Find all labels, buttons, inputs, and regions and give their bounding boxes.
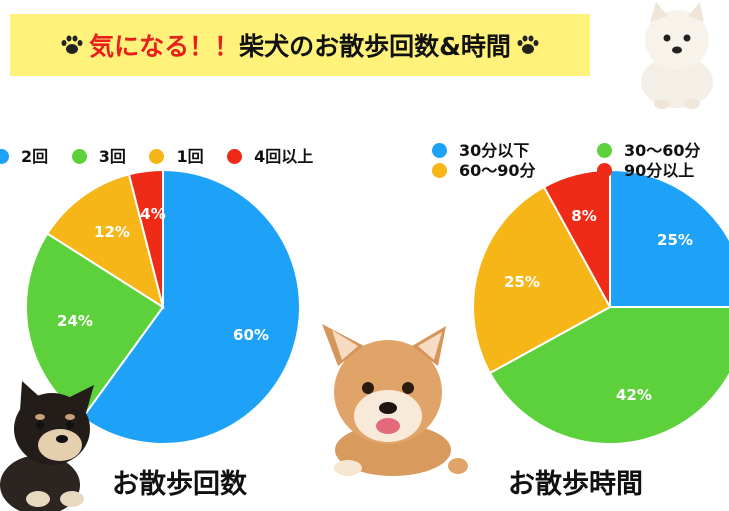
legend-dot-red	[597, 163, 612, 178]
legend-label: 2回	[21, 147, 49, 166]
legend-label: 60〜90分	[459, 161, 536, 180]
chart-caption-walk-time: お散歩時間	[508, 469, 643, 500]
legend-dot-red	[227, 149, 243, 164]
pie-chart-walk-time: 25% 42% 25% 8%	[472, 168, 729, 445]
pie-data-label-1-3: 12%	[94, 223, 130, 241]
title-highlight: 気になる！！	[89, 32, 240, 61]
pie-data-label-2-3: 25%	[504, 273, 540, 291]
pie-data-label-2-1: 25%	[657, 231, 693, 249]
legend-dot-orange	[149, 149, 165, 164]
pie-chart-walk-count: 60% 24% 12% 4%	[25, 168, 301, 445]
red-shiba-puppy-image	[322, 324, 468, 476]
black-shiba-puppy-image	[0, 381, 94, 511]
legend-dot-blue	[0, 149, 9, 164]
legend-item-2: 3回	[71, 147, 126, 166]
legend-label: 3回	[98, 147, 126, 166]
paw-icon	[61, 35, 83, 54]
legend-dot-green	[597, 143, 612, 158]
legend-item-3: 1回	[149, 147, 204, 166]
legend-walk-time-item-2: 30〜60分	[597, 137, 701, 161]
pie-data-label-1-1: 60%	[233, 326, 269, 344]
legend-label: 30〜60分	[624, 141, 701, 160]
paw-icon	[517, 35, 539, 54]
pie-data-label-1-4: 4%	[140, 205, 165, 223]
legend-item-1: 2回	[0, 147, 48, 166]
legend-walk-count: 2回 3回 1回 4回以上	[0, 143, 313, 167]
legend-dot-green	[71, 149, 87, 164]
legend-dot-orange	[432, 163, 447, 178]
title-banner: 気になる！！ 柴犬のお散歩回数&時間	[10, 14, 590, 76]
chart-caption-walk-count: お散歩回数	[112, 469, 247, 500]
legend-walk-time-item-4: 90分以上	[597, 157, 694, 181]
pie-slice-1-1	[81, 168, 301, 445]
legend-label: 1回	[176, 147, 204, 166]
legend-item-4: 4回以上	[227, 147, 313, 166]
pie-slice-1-4	[127, 168, 164, 308]
title-main: 柴犬のお散歩回数&時間	[239, 32, 511, 61]
legend-dot-blue	[432, 143, 447, 158]
pie-data-label-2-4: 8%	[571, 207, 596, 225]
pie-slice-2-3	[472, 185, 612, 375]
pie-data-label-2-2: 42%	[616, 386, 652, 404]
page-title: 気になる！！ 柴犬のお散歩回数&時間	[10, 14, 590, 76]
white-shiba-puppy-image	[641, 2, 713, 109]
legend-label: 90分以上	[624, 161, 695, 180]
legend-label: 4回以上	[254, 147, 314, 166]
legend-label: 30分以下	[459, 141, 530, 160]
pie-slice-1-3	[45, 173, 165, 310]
legend-walk-time-item-3: 60〜90分	[432, 157, 536, 181]
pie-data-label-1-2: 24%	[57, 312, 93, 330]
legend-walk-time-item-1: 30分以下	[432, 137, 529, 161]
pie-slice-2-1	[609, 168, 729, 308]
